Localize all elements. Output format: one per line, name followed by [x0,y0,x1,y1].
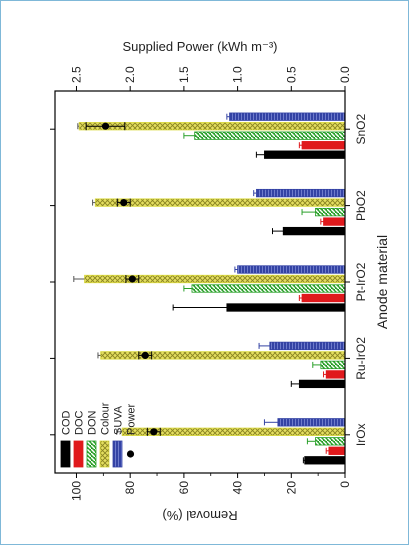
bar-suva-pbo2 [255,188,346,198]
legend-swatch-cod [60,440,71,468]
bar-cod-pt-iro2 [226,303,346,312]
legend-label-cod: COD [61,411,73,436]
y-tick-label: 60 [177,481,191,495]
bar-cod-irox [304,456,346,465]
x-tick-label-pbo2: PbO2 [354,190,368,221]
power-marker-ru-iro2 [141,351,149,359]
power-marker-irox [150,428,158,436]
bar-suva-irox [277,418,346,427]
legend-swatch-colour [99,440,110,468]
legend-label-power: Power [126,403,138,435]
legend-swatch-suva [112,440,123,468]
bar-suva-pt-iro2 [237,265,346,274]
bar-doc-pt-iro2 [301,293,346,303]
error-bars-layer [73,113,329,464]
bar-cod-sno2 [264,150,346,159]
bar-doc-sno2 [301,141,346,150]
bar-suva-sno2 [229,112,346,121]
x-tick-label-pt-iro2: Pt-IrO2 [354,262,368,301]
y2-tick-label: 1.0 [231,66,245,83]
removal-power-chart: IrOx Ru-IrO2 Pt-IrO2 PbO2 SnO2 0 20 40 60 80 100 0.… [50,39,390,523]
bar-colour-pt-iro2 [84,274,346,284]
legend-label-colour: Colour [100,402,112,435]
y-tick-label: 40 [231,481,245,495]
bar-suva-ru-iro2 [269,341,346,351]
bar-colour-pbo2 [94,198,346,207]
bar-doc-irox [328,446,346,455]
power-markers-layer [85,122,161,436]
bar-don-sno2 [194,131,346,140]
y2-axis-title: Supplied Power (kWh m⁻³) [123,39,278,54]
legend-label-don: DON [87,411,99,436]
legend-label-doc: DOC [74,411,86,436]
y2-tick-label: 2.5 [69,66,83,83]
legend-swatch-power [126,450,135,458]
bar-cod-ru-iro2 [298,379,346,389]
axes-layer: IrOx Ru-IrO2 Pt-IrO2 PbO2 SnO2 0 20 40 60 80 100 0.… [50,39,390,523]
legend-swatch-don [86,440,97,468]
bar-doc-ru-iro2 [325,370,346,379]
y-axis-title: Removal (%) [162,508,237,523]
y-tick-label: 80 [123,481,137,495]
x-tick-label-sno2: SnO2 [354,114,368,145]
y-tick-label: 0 [338,481,352,488]
x-tick-label-irox: IrOx [354,423,368,446]
legend-label-suva: SUVA [113,405,125,435]
bar-don-pbo2 [315,207,346,217]
x-tick-label-ru-iro2: Ru-IrO2 [354,337,368,380]
plot-group: IrOx Ru-IrO2 Pt-IrO2 PbO2 SnO2 0 20 40 60 80 100 0.… [50,39,390,523]
bar-don-irox [315,437,346,446]
bar-don-ru-iro2 [320,360,346,370]
legend-swatch-doc [73,440,84,468]
bar-cod-pbo2 [282,226,346,236]
bar-colour-ru-iro2 [100,351,346,360]
legend: COD DOC DON Colour SUVA Power [60,402,138,468]
y2-tick-label: 0.0 [338,66,352,83]
y-tick-label: 20 [284,481,298,495]
plot-frame [54,90,346,474]
y2-tick-label: 0.5 [284,66,298,83]
power-marker-pbo2 [120,199,128,207]
y-tick-label: 100 [69,481,83,501]
power-marker-sno2 [101,122,110,130]
power-marker-pt-iro2 [128,275,136,283]
y2-tick-label: 2.0 [123,66,137,83]
y2-tick-label: 1.5 [177,66,191,83]
bar-don-pt-iro2 [191,284,346,293]
bar-doc-pbo2 [323,217,346,226]
x-axis-title: Anode material [374,235,390,329]
